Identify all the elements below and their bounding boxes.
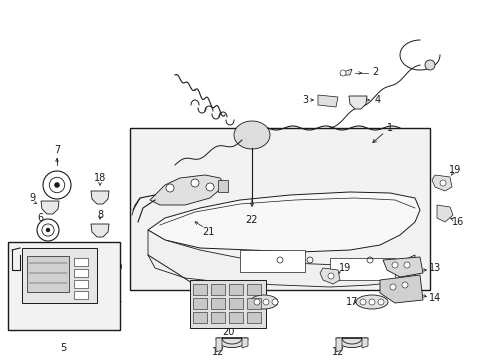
Bar — [329, 258, 394, 280]
Text: 16: 16 — [451, 217, 463, 227]
Circle shape — [54, 182, 60, 188]
Polygon shape — [148, 230, 414, 287]
Bar — [130, 128, 429, 290]
Ellipse shape — [355, 295, 387, 309]
Bar — [27, 256, 69, 292]
Circle shape — [205, 183, 214, 191]
Text: 10: 10 — [112, 264, 123, 273]
Bar — [228, 298, 243, 309]
Bar — [22, 248, 97, 303]
Text: 19: 19 — [448, 165, 460, 175]
Text: 15: 15 — [238, 297, 251, 307]
Bar — [193, 298, 206, 309]
Bar — [74, 258, 88, 266]
Text: 9: 9 — [29, 193, 35, 203]
Bar — [193, 284, 206, 295]
Polygon shape — [379, 275, 422, 303]
Polygon shape — [436, 205, 452, 222]
Circle shape — [43, 171, 71, 199]
Text: 3: 3 — [301, 95, 307, 105]
Bar — [193, 312, 206, 323]
Circle shape — [271, 299, 278, 305]
Bar — [74, 280, 88, 288]
Polygon shape — [91, 191, 109, 204]
Text: 18: 18 — [94, 173, 106, 183]
Text: 13: 13 — [428, 263, 440, 273]
Bar — [240, 250, 305, 272]
Text: 19: 19 — [338, 263, 350, 273]
Bar — [228, 312, 243, 323]
Polygon shape — [335, 338, 341, 352]
Circle shape — [424, 60, 434, 70]
Bar — [74, 269, 88, 277]
Polygon shape — [234, 121, 269, 149]
Circle shape — [49, 177, 64, 193]
Circle shape — [401, 282, 407, 288]
Bar — [210, 298, 224, 309]
Text: 8: 8 — [97, 210, 103, 220]
Bar — [246, 312, 261, 323]
Text: 7: 7 — [54, 145, 60, 155]
Circle shape — [377, 299, 383, 305]
Bar — [228, 284, 243, 295]
Circle shape — [263, 299, 268, 305]
Bar — [246, 284, 261, 295]
Circle shape — [403, 262, 409, 268]
Text: 12: 12 — [331, 347, 344, 357]
Polygon shape — [319, 268, 339, 284]
Circle shape — [389, 284, 395, 290]
Polygon shape — [41, 201, 59, 214]
Polygon shape — [91, 224, 109, 237]
Circle shape — [327, 273, 333, 279]
Polygon shape — [242, 338, 247, 348]
Text: 22: 22 — [245, 215, 258, 225]
Text: 5: 5 — [60, 343, 66, 353]
Bar — [210, 284, 224, 295]
Bar — [190, 280, 265, 328]
Circle shape — [359, 299, 365, 305]
Circle shape — [391, 262, 397, 268]
Text: 1: 1 — [386, 123, 392, 133]
Polygon shape — [148, 192, 419, 252]
Bar — [210, 312, 224, 323]
Circle shape — [339, 70, 346, 76]
Polygon shape — [335, 338, 367, 348]
Circle shape — [368, 299, 374, 305]
Polygon shape — [431, 175, 451, 191]
Bar — [8, 242, 120, 330]
Circle shape — [37, 219, 59, 241]
Text: 4: 4 — [374, 95, 380, 105]
Bar — [246, 298, 261, 309]
Circle shape — [46, 228, 50, 232]
Polygon shape — [348, 96, 366, 109]
Polygon shape — [216, 338, 222, 352]
Circle shape — [191, 179, 199, 187]
Polygon shape — [361, 338, 367, 348]
Circle shape — [42, 224, 54, 236]
Text: 21: 21 — [202, 227, 214, 237]
Text: 17: 17 — [345, 297, 357, 307]
Ellipse shape — [249, 295, 278, 309]
Text: 11: 11 — [112, 296, 123, 305]
Text: 14: 14 — [428, 293, 440, 303]
Circle shape — [253, 299, 260, 305]
Circle shape — [439, 180, 445, 186]
Circle shape — [165, 184, 174, 192]
Text: 20: 20 — [222, 327, 234, 337]
Polygon shape — [317, 95, 337, 107]
Polygon shape — [339, 69, 351, 75]
Text: 12: 12 — [211, 347, 224, 357]
Polygon shape — [216, 338, 247, 348]
Polygon shape — [382, 257, 422, 277]
Text: 6: 6 — [37, 213, 43, 223]
Bar — [74, 291, 88, 299]
Polygon shape — [150, 175, 224, 205]
Polygon shape — [218, 180, 227, 192]
Text: 2: 2 — [371, 67, 377, 77]
